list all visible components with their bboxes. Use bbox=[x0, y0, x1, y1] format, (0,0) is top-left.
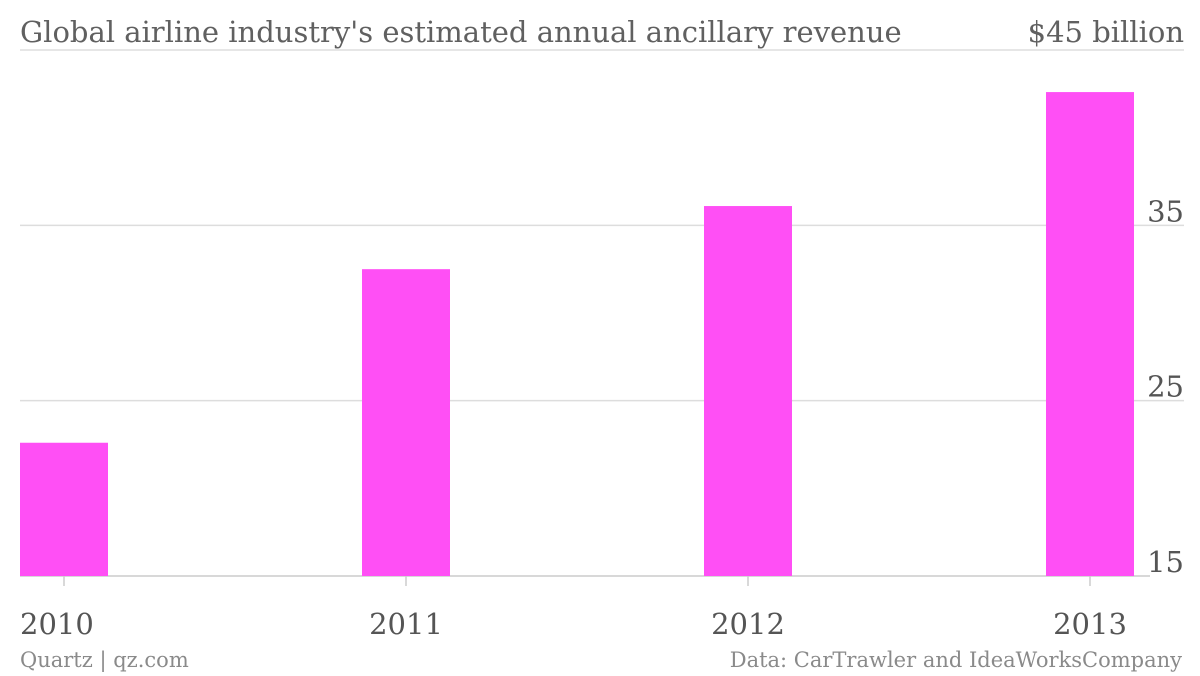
y-tick-label: 25 bbox=[1147, 370, 1184, 404]
bars bbox=[20, 92, 1134, 576]
y-tick-label: 15 bbox=[1147, 545, 1184, 579]
bar-2013 bbox=[1046, 92, 1134, 576]
x-tick-label: 2011 bbox=[369, 607, 443, 641]
source-label: Quartz | qz.com bbox=[20, 648, 189, 673]
gridlines bbox=[20, 49, 1184, 577]
bar-2010 bbox=[20, 442, 108, 576]
x-tick-label: 2010 bbox=[20, 607, 94, 641]
bar-2011 bbox=[362, 269, 450, 576]
y-axis-ticks: 15 25 35 bbox=[1147, 194, 1184, 579]
y-tick-label: 35 bbox=[1147, 194, 1184, 228]
x-axis-ticks: 2010 2011 2012 2013 bbox=[20, 576, 1127, 641]
x-tick-label: 2013 bbox=[1053, 607, 1127, 641]
data-credit: Data: CarTrawler and IdeaWorksCompany bbox=[730, 648, 1182, 672]
y-axis-top-label: $45 billion bbox=[1028, 15, 1184, 49]
bar-2012 bbox=[704, 206, 792, 576]
x-tick-label: 2012 bbox=[711, 607, 785, 641]
chart-title: Global airline industry's estimated annu… bbox=[20, 15, 902, 49]
